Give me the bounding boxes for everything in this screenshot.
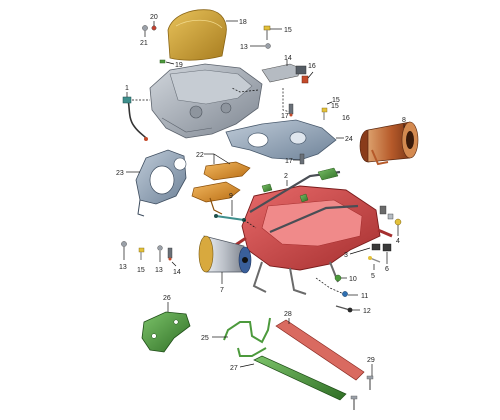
part-5-stud bbox=[368, 256, 381, 270]
part-17-sensor-upper bbox=[288, 103, 294, 117]
callout-22: 22 bbox=[196, 152, 204, 159]
part-13-nut-left bbox=[121, 241, 127, 260]
part-15-bolt-left bbox=[138, 247, 145, 260]
callout-6: 6 bbox=[385, 266, 389, 273]
callout-17-upper: 17 bbox=[281, 113, 289, 120]
callout-19: 19 bbox=[175, 62, 183, 69]
callout-13-top: 13 bbox=[240, 44, 248, 51]
callout-5: 5 bbox=[371, 273, 375, 280]
part-27-green-rail bbox=[239, 355, 347, 401]
callout-8: 8 bbox=[402, 117, 406, 124]
part-13-nut-left2 bbox=[157, 245, 163, 262]
part-11-bolt bbox=[315, 277, 358, 297]
callout-15-left: 15 bbox=[137, 267, 145, 274]
part-29-bolts bbox=[350, 364, 374, 410]
part-15-bolt-right bbox=[321, 101, 333, 120]
callout-11: 11 bbox=[361, 293, 368, 300]
part-3-connector bbox=[349, 243, 381, 255]
callout-1: 1 bbox=[125, 85, 129, 92]
callout-16-mid: 16 bbox=[342, 115, 350, 122]
part-19-clip bbox=[159, 59, 175, 65]
part-23-bracket bbox=[126, 149, 187, 217]
callout-4: 4 bbox=[396, 238, 400, 245]
part-7-motor-chrome bbox=[198, 235, 252, 284]
part-upper-housing bbox=[149, 63, 263, 139]
part-22-orange-bracket bbox=[191, 153, 251, 215]
part-2-subframe bbox=[224, 170, 393, 295]
callout-13-left2: 13 bbox=[155, 267, 163, 274]
callout-3: 3 bbox=[344, 252, 348, 259]
dashed-link-housing bbox=[231, 87, 259, 93]
part-13-nut-top bbox=[250, 43, 271, 49]
callout-24: 24 bbox=[345, 136, 353, 143]
callout-15-mid: 15 bbox=[331, 103, 339, 110]
part-15-bolt-top bbox=[263, 25, 282, 40]
callout-15-top: 15 bbox=[284, 27, 292, 34]
part-25-green-rod bbox=[212, 317, 271, 357]
part-26-green-bracket bbox=[141, 302, 191, 353]
part-4-bolt bbox=[394, 218, 402, 236]
small-brackets-right bbox=[379, 205, 394, 220]
part-16-clip-upper bbox=[301, 71, 314, 84]
part-9-link bbox=[214, 200, 257, 229]
callout-17-mid: 17 bbox=[285, 158, 293, 165]
callout-29: 29 bbox=[367, 357, 375, 364]
part-8-motor-copper bbox=[359, 121, 419, 166]
callout-13-left: 13 bbox=[119, 264, 127, 271]
part-green-clips-subframe bbox=[261, 167, 339, 203]
callout-26: 26 bbox=[163, 295, 171, 302]
callout-28: 28 bbox=[284, 311, 292, 318]
part-12-bolt bbox=[335, 305, 360, 313]
part-20-21-fasteners bbox=[142, 21, 157, 37]
part-18-top-cover bbox=[167, 9, 227, 61]
callout-27: 27 bbox=[230, 365, 238, 372]
part-24-bracket bbox=[225, 119, 344, 161]
callout-14-left: 14 bbox=[173, 269, 181, 276]
dashed-link-17a bbox=[282, 88, 291, 113]
callout-12: 12 bbox=[363, 308, 371, 315]
part-1-wiring bbox=[122, 92, 150, 141]
callout-16-top: 16 bbox=[308, 63, 316, 70]
callout-21: 21 bbox=[140, 40, 148, 47]
part-10-cap bbox=[334, 274, 347, 282]
callout-25: 25 bbox=[201, 335, 209, 342]
callout-14-top: 14 bbox=[284, 55, 292, 62]
callout-18: 18 bbox=[239, 19, 247, 26]
callout-9: 9 bbox=[229, 193, 233, 200]
callout-10: 10 bbox=[349, 276, 357, 283]
part-14-actuator bbox=[261, 60, 307, 83]
callout-7: 7 bbox=[220, 287, 224, 294]
part-17-sensor-mid bbox=[293, 153, 305, 165]
callout-20: 20 bbox=[150, 14, 158, 21]
part-6-connector bbox=[382, 243, 392, 264]
callout-23: 23 bbox=[116, 170, 124, 177]
callout-2: 2 bbox=[284, 173, 288, 180]
part-28-red-rail bbox=[275, 318, 365, 381]
callout-15-right: 15 bbox=[332, 97, 340, 104]
part-14-sensor-left bbox=[167, 247, 177, 267]
